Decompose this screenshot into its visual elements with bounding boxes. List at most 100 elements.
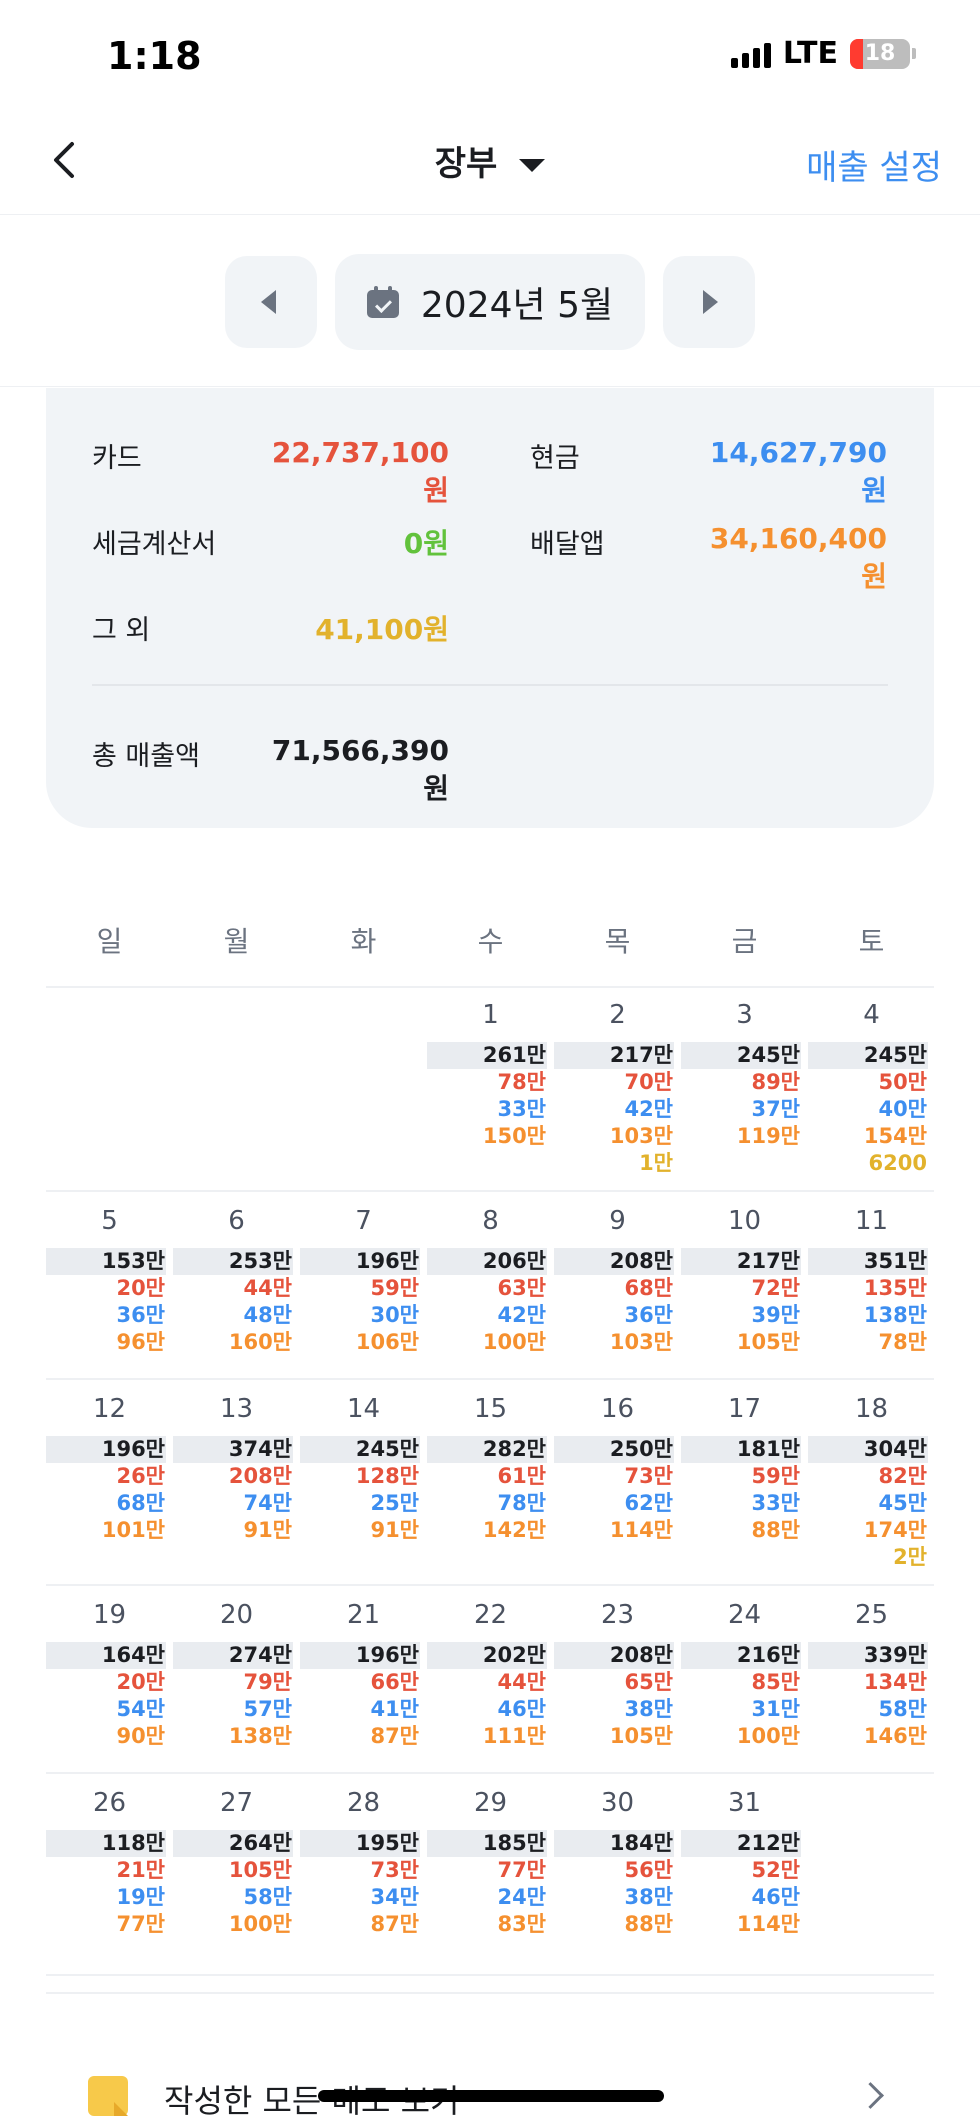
calendar-day-cell[interactable]: 26 118만 21만 19만 77만 <box>46 1774 173 1974</box>
delivery-app-label: 배달앱 <box>530 529 605 560</box>
day-number: 25 <box>854 1600 889 1630</box>
calendar-day-cell[interactable]: 9 208만 68만 36만 103만 <box>554 1192 681 1378</box>
day-etc-amount: 2만 <box>893 1545 927 1569</box>
calendar-day-cell[interactable]: 24 216만 85만 31만 100만 <box>681 1586 808 1772</box>
day-cash-amount: 68만 <box>116 1491 165 1515</box>
day-total-band <box>554 1642 674 1669</box>
day-number: 12 <box>92 1394 127 1424</box>
calendar-day-cell[interactable]: 30 184만 56만 38만 88만 <box>554 1774 681 1974</box>
day-total-amount: 118만 <box>101 1831 165 1855</box>
month-selector: 2024년 5월 <box>0 214 980 387</box>
day-total-band <box>808 1042 928 1069</box>
page-title: 장부 <box>434 144 498 184</box>
calendar-day-cell[interactable]: 2 217만 70만 42만 103만 1만 <box>554 986 681 1190</box>
calendar-day-cell[interactable]: 22 202만 44만 46만 111만 <box>427 1586 554 1772</box>
day-total-band <box>427 1642 547 1669</box>
prev-month-button[interactable] <box>225 256 317 348</box>
day-cash-amount: 46만 <box>751 1885 800 1909</box>
day-total-amount: 196만 <box>355 1249 419 1273</box>
day-card-amount: 78만 <box>497 1070 546 1094</box>
day-number: 8 <box>482 1206 499 1236</box>
calendar-day-cell[interactable]: 29 185만 77만 24만 83만 <box>427 1774 554 1974</box>
delivery-app-value: 34,160,400원 <box>709 522 887 593</box>
day-card-amount: 72만 <box>751 1276 800 1300</box>
day-cash-amount: 42만 <box>624 1097 673 1121</box>
day-total-band <box>427 1436 547 1463</box>
calendar-day-cell[interactable]: 4 245만 50만 40만 154만 6200 <box>808 986 935 1190</box>
calendar-day-cell[interactable]: 5 153만 20만 36만 96만 <box>46 1192 173 1378</box>
day-total-band <box>554 1042 674 1069</box>
day-card-amount: 26만 <box>116 1464 165 1488</box>
next-month-button[interactable] <box>663 256 755 348</box>
day-delivery-amount: 154만 <box>863 1124 927 1148</box>
status-indicators: LTE 18 <box>730 36 916 71</box>
calendar-day-cell[interactable]: 1 261만 78만 33만 150만 <box>427 986 554 1190</box>
day-cash-amount: 36만 <box>116 1303 165 1327</box>
calendar-day-cell[interactable]: 21 196만 66만 41만 87만 <box>300 1586 427 1772</box>
calendar-day-cell[interactable]: 7 196만 59만 30만 106만 <box>300 1192 427 1378</box>
calendar-day-cell[interactable]: 25 339만 134만 58만 146만 <box>808 1586 935 1772</box>
day-total-amount: 304만 <box>863 1437 927 1461</box>
home-indicator <box>318 2090 664 2102</box>
day-cash-amount: 74만 <box>243 1491 292 1515</box>
card-label: 카드 <box>92 443 142 474</box>
calendar-day-cell[interactable]: 15 282만 61만 78만 142만 <box>427 1380 554 1584</box>
calendar-day-cell[interactable]: 16 250만 73만 62만 114만 <box>554 1380 681 1584</box>
month-picker[interactable]: 2024년 5월 <box>335 254 645 350</box>
day-delivery-amount: 103만 <box>609 1330 673 1354</box>
day-cash-amount: 54만 <box>116 1697 165 1721</box>
calendar-day-cell[interactable]: 12 196만 26만 68만 101만 <box>46 1380 173 1584</box>
calendar-day-cell[interactable]: 14 245만 128만 25만 91만 <box>300 1380 427 1584</box>
day-total-amount: 202만 <box>482 1643 546 1667</box>
calendar-day-cell[interactable]: 10 217만 72만 39만 105만 <box>681 1192 808 1378</box>
day-number: 26 <box>92 1788 127 1818</box>
day-number: 29 <box>473 1788 508 1818</box>
day-total-band <box>46 1436 166 1463</box>
calendar-day-cell[interactable]: 6 253만 44만 48만 160만 <box>173 1192 300 1378</box>
day-number: 15 <box>473 1394 508 1424</box>
calendar-day-cell[interactable]: 19 164만 20만 54만 90만 <box>46 1586 173 1772</box>
day-total-band <box>681 1436 801 1463</box>
calendar-day-cell[interactable]: 23 208만 65만 38만 105만 <box>554 1586 681 1772</box>
day-total-band <box>300 1830 420 1857</box>
day-delivery-amount: 111만 <box>482 1724 546 1748</box>
day-total-band <box>808 1436 928 1463</box>
day-total-amount: 351만 <box>863 1249 927 1273</box>
day-total-band <box>681 1830 801 1857</box>
day-total-amount: 208만 <box>609 1643 673 1667</box>
calendar-day-cell[interactable]: 31 212만 52만 46만 114만 <box>681 1774 808 1974</box>
day-number: 5 <box>101 1206 118 1236</box>
calendar-day-cell[interactable]: 11 351만 135만 138만 78만 <box>808 1192 935 1378</box>
etc-value: 41,100원 <box>315 613 449 646</box>
day-card-amount: 63만 <box>497 1276 546 1300</box>
day-delivery-amount: 83만 <box>497 1912 546 1936</box>
calendar-day-cell[interactable]: 20 274만 79만 57만 138만 <box>173 1586 300 1772</box>
day-total-band <box>173 1248 293 1275</box>
calendar-icon <box>366 286 399 318</box>
day-cash-amount: 33만 <box>751 1491 800 1515</box>
chevron-right-icon <box>857 2082 884 2109</box>
calendar-day-cell[interactable]: 27 264만 105만 58만 100만 <box>173 1774 300 1974</box>
day-total-amount: 264만 <box>228 1831 292 1855</box>
calendar-day-cell[interactable]: 13 374만 208만 74만 91만 <box>173 1380 300 1584</box>
day-number: 18 <box>854 1394 889 1424</box>
day-total-amount: 217만 <box>609 1043 673 1067</box>
day-total-amount: 339만 <box>863 1643 927 1667</box>
signal-icon <box>730 40 771 68</box>
back-chevron-icon[interactable] <box>48 138 82 182</box>
day-total-band <box>46 1248 166 1275</box>
month-label: 2024년 5월 <box>420 285 614 326</box>
day-card-amount: 135만 <box>863 1276 927 1300</box>
ledger-dropdown[interactable]: 장부 <box>0 136 980 185</box>
calendar-day-cell[interactable]: 28 195만 73만 34만 87만 <box>300 1774 427 1974</box>
day-total-amount: 153만 <box>101 1249 165 1273</box>
calendar-day-cell[interactable]: 3 245만 89만 37만 119만 <box>681 986 808 1190</box>
sales-settings-button[interactable]: 매출 설정 <box>806 148 942 188</box>
day-number: 21 <box>346 1600 381 1630</box>
battery-icon: 18 <box>850 38 910 69</box>
calendar-day-cell[interactable]: 8 206만 63만 42만 100만 <box>427 1192 554 1378</box>
calendar-day-cell[interactable]: 17 181만 59만 33만 88만 <box>681 1380 808 1584</box>
status-time: 1:18 <box>107 34 202 78</box>
day-card-amount: 59만 <box>370 1276 419 1300</box>
calendar-day-cell[interactable]: 18 304만 82만 45만 174만 2만 <box>808 1380 935 1584</box>
